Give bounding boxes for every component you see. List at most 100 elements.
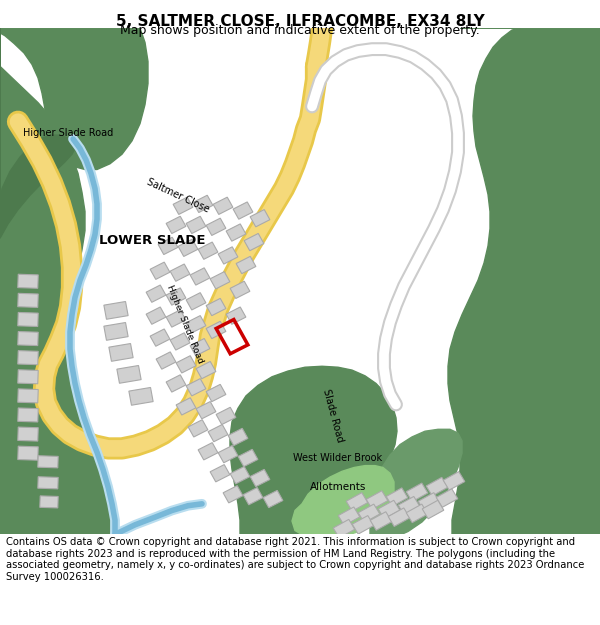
Polygon shape [352,516,374,534]
Text: Allotments: Allotments [310,482,366,492]
Polygon shape [370,429,462,538]
Text: Contains OS data © Crown copyright and database right 2021. This information is : Contains OS data © Crown copyright and d… [6,537,584,582]
Polygon shape [156,352,176,369]
Polygon shape [146,285,166,302]
Polygon shape [186,292,206,310]
Polygon shape [366,491,388,509]
Polygon shape [398,496,420,515]
Polygon shape [216,408,236,424]
Polygon shape [210,272,230,289]
Polygon shape [206,298,226,316]
Polygon shape [188,420,208,437]
Polygon shape [18,389,38,403]
Polygon shape [40,496,58,508]
Polygon shape [263,491,283,508]
Polygon shape [346,492,368,511]
Polygon shape [223,486,243,503]
Polygon shape [18,331,38,346]
Polygon shape [218,446,238,462]
Polygon shape [233,202,253,219]
Polygon shape [0,28,75,238]
Polygon shape [158,238,178,254]
Polygon shape [448,28,600,534]
Polygon shape [117,366,141,383]
Polygon shape [166,310,186,327]
Polygon shape [18,446,38,460]
Polygon shape [150,262,170,279]
Polygon shape [228,428,248,446]
Polygon shape [104,322,128,340]
Polygon shape [226,307,246,324]
Polygon shape [244,234,264,251]
Polygon shape [338,507,360,526]
Polygon shape [18,312,38,326]
Polygon shape [218,247,238,264]
Polygon shape [213,197,233,214]
Text: Saltmer Close: Saltmer Close [145,176,211,214]
Polygon shape [178,239,198,256]
Polygon shape [422,500,444,519]
Polygon shape [230,366,397,534]
Polygon shape [186,216,206,234]
Text: Higher Slade Road: Higher Slade Road [165,284,205,365]
Polygon shape [206,321,226,339]
Polygon shape [38,477,58,489]
Text: Map shows position and indicative extent of the property.: Map shows position and indicative extent… [120,24,480,37]
Polygon shape [170,332,190,350]
Polygon shape [146,307,166,324]
Polygon shape [198,442,218,460]
Polygon shape [173,197,193,214]
Polygon shape [238,449,258,467]
Polygon shape [418,492,440,511]
Polygon shape [333,519,355,538]
Polygon shape [370,512,392,530]
Polygon shape [18,370,38,384]
Polygon shape [18,408,38,422]
Polygon shape [166,375,186,392]
Polygon shape [250,469,270,487]
Polygon shape [18,293,38,308]
Polygon shape [190,339,210,356]
Polygon shape [129,388,153,405]
Polygon shape [190,268,210,285]
Polygon shape [166,216,186,234]
Polygon shape [0,28,148,169]
Polygon shape [208,424,228,442]
Polygon shape [406,504,428,522]
Polygon shape [206,218,226,236]
Polygon shape [436,489,458,508]
Polygon shape [170,264,190,281]
Polygon shape [243,488,263,505]
Polygon shape [186,379,206,396]
Polygon shape [210,464,230,482]
Polygon shape [150,329,170,346]
Polygon shape [230,466,250,484]
Polygon shape [196,361,216,379]
Polygon shape [18,274,38,288]
Polygon shape [0,28,110,534]
Polygon shape [18,427,38,441]
Polygon shape [378,500,400,519]
Text: 5, SALTMER CLOSE, ILFRACOMBE, EX34 8LY: 5, SALTMER CLOSE, ILFRACOMBE, EX34 8LY [116,14,484,29]
Polygon shape [196,401,216,419]
Polygon shape [104,301,128,319]
Polygon shape [226,224,246,241]
Text: West Wilder Brook: West Wilder Brook [293,453,383,463]
Polygon shape [443,472,465,490]
Polygon shape [176,356,196,373]
Polygon shape [236,256,256,274]
Polygon shape [193,195,213,212]
Polygon shape [109,344,133,361]
Polygon shape [386,488,408,506]
Polygon shape [250,209,270,227]
Polygon shape [198,242,218,259]
Polygon shape [166,288,186,305]
Polygon shape [18,351,38,364]
Polygon shape [176,398,196,415]
Polygon shape [206,384,226,402]
Polygon shape [388,508,410,526]
Text: LOWER SLADE: LOWER SLADE [99,234,205,247]
Text: Higher Slade Road: Higher Slade Road [23,128,113,138]
Polygon shape [186,316,206,333]
Polygon shape [358,504,380,522]
